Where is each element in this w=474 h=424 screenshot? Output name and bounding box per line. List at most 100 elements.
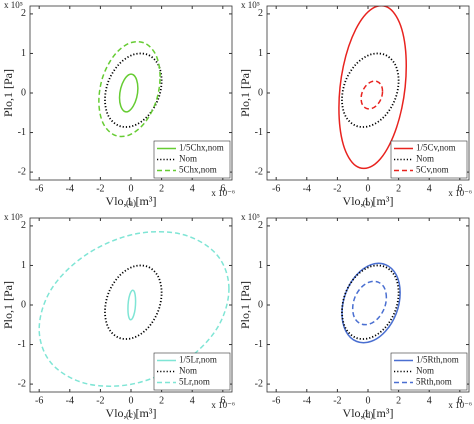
curve (341, 262, 401, 344)
y-axis-label: Plo,1 [Pa] (238, 281, 252, 329)
y-tick-label: 1 (21, 48, 26, 59)
legend-label: 1/5Chx,nom (179, 143, 224, 153)
x-scale-label: x 10⁻⁶ (448, 188, 472, 198)
y-tick-label: 2 (21, 220, 26, 231)
caption: (a) (126, 198, 136, 208)
y-tick-label: 0 (21, 299, 26, 310)
x-axis-label: Vlo,1 [m³] (106, 406, 157, 420)
x-tick-label: 6 (457, 395, 462, 406)
x-tick-label: -6 (272, 395, 280, 406)
plot-area (38, 230, 230, 387)
x-tick-label: 2 (396, 183, 401, 194)
x-tick-label: -2 (333, 183, 341, 194)
legend-label: 1/5Rth,nom (416, 355, 459, 365)
y-tick-label: 1 (258, 260, 263, 271)
legend-label: Nom (179, 154, 197, 164)
x-tick-label: 2 (396, 395, 401, 406)
x-tick-label: -6 (35, 183, 43, 194)
x-axis-label: Vlo,1 [m³] (343, 406, 394, 420)
plot-area (341, 262, 401, 344)
axes-box (266, 5, 470, 181)
x-axis-label: Vlo,1 [m³] (343, 194, 394, 208)
x-tick-label: -4 (66, 395, 74, 406)
x-axis-label: Vlo,1 [m³] (106, 194, 157, 208)
y-tick-label: 2 (21, 8, 26, 19)
y-tick-label: -2 (255, 166, 263, 177)
y-tick-label: -1 (18, 127, 26, 138)
y-tick-label: 0 (258, 299, 263, 310)
caption: (d) (363, 410, 374, 420)
caption: (c) (126, 410, 136, 420)
y-tick-label: 0 (258, 87, 263, 98)
legend-label: Nom (416, 154, 434, 164)
axes-box (29, 217, 233, 393)
x-tick-label: 0 (366, 395, 371, 406)
x-tick-label: -4 (66, 183, 74, 194)
y-tick-label: 1 (21, 260, 26, 271)
curve (104, 52, 163, 128)
curve (341, 264, 400, 340)
x-tick-label: -2 (333, 395, 341, 406)
x-tick-label: 4 (427, 395, 432, 406)
x-tick-label: -2 (96, 395, 104, 406)
x-tick-label: 6 (220, 395, 225, 406)
x-tick-label: 0 (129, 395, 134, 406)
x-tick-label: 0 (129, 183, 134, 194)
y-tick-label: -2 (255, 378, 263, 389)
curve (104, 264, 163, 340)
legend-label: 5Rth,nom (416, 377, 452, 387)
x-tick-label: 2 (159, 395, 164, 406)
legend-label: 5Cv,nom (416, 165, 449, 175)
y-tick-label: -2 (18, 166, 26, 177)
x-tick-label: 4 (190, 395, 195, 406)
axes-box (266, 217, 470, 393)
curve (338, 6, 408, 170)
x-scale-label: x 10⁻⁶ (448, 400, 472, 410)
curve (127, 289, 137, 321)
y-tick-label: 2 (258, 8, 263, 19)
curve (351, 280, 388, 326)
y-axis-label: Plo,1 [Pa] (1, 281, 15, 329)
legend-label: Nom (416, 366, 434, 376)
legend-label: 5Lr,nom (179, 377, 210, 387)
x-tick-label: -2 (96, 183, 104, 194)
curve (360, 80, 384, 110)
y-tick-label: 1 (258, 48, 263, 59)
x-tick-label: -4 (303, 183, 311, 194)
y-scale-label: x 10⁵ (4, 0, 23, 10)
y-axis-label: Plo,1 [Pa] (238, 69, 252, 117)
caption: (b) (363, 198, 374, 208)
x-tick-label: 2 (159, 183, 164, 194)
y-tick-label: -1 (18, 339, 26, 350)
legend-label: 5Chx,nom (179, 165, 217, 175)
x-tick-label: 6 (457, 183, 462, 194)
x-tick-label: 4 (190, 183, 195, 194)
legend-label: 1/5Lr,nom (179, 355, 217, 365)
legend-label: Nom (179, 366, 197, 376)
y-tick-label: 0 (21, 87, 26, 98)
y-tick-label: -2 (18, 378, 26, 389)
x-tick-label: 0 (366, 183, 371, 194)
plot-area (338, 6, 408, 170)
y-tick-label: -1 (255, 339, 263, 350)
legend-label: 1/5Cv,nom (416, 143, 456, 153)
curve (118, 73, 139, 113)
curve (98, 40, 161, 138)
y-tick-label: -1 (255, 127, 263, 138)
x-scale-label: x 10⁻⁶ (211, 400, 235, 410)
x-scale-label: x 10⁻⁶ (211, 188, 235, 198)
x-tick-label: 6 (220, 183, 225, 194)
axes-box (29, 5, 233, 181)
x-tick-label: -4 (303, 395, 311, 406)
x-tick-label: -6 (35, 395, 43, 406)
y-scale-label: x 10⁵ (241, 0, 260, 10)
